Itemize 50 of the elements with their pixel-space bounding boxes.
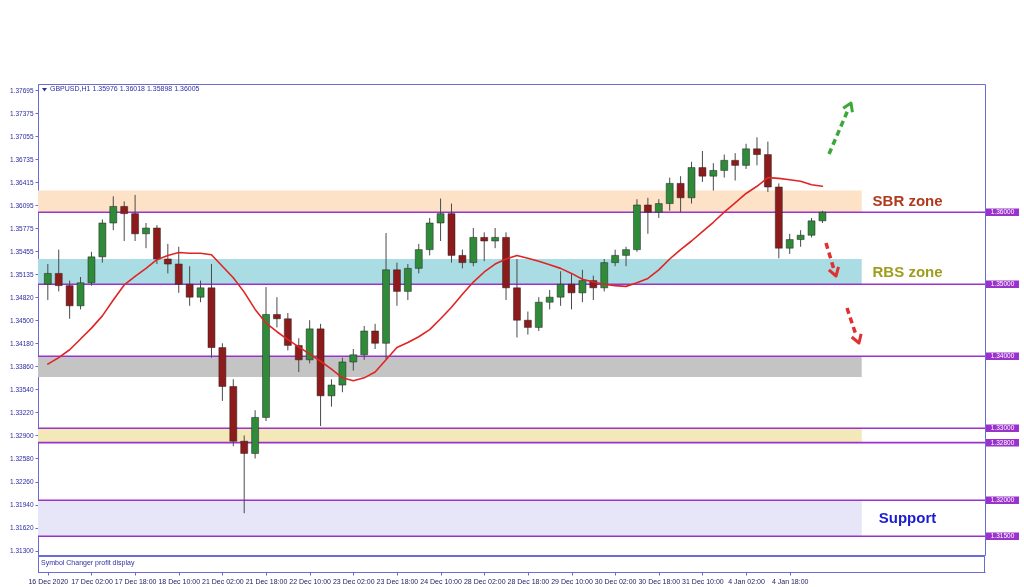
candlestick: [393, 262, 401, 307]
candlestick: [120, 200, 128, 242]
candlestick: [436, 198, 445, 242]
candlestick: [415, 243, 423, 274]
candlestick: [295, 337, 303, 373]
candlestick: [524, 311, 532, 336]
candlestick: [44, 263, 52, 301]
candlestick: [338, 357, 347, 393]
candlestick: [109, 195, 118, 231]
candlestick: [578, 269, 587, 303]
candlestick: [65, 280, 74, 320]
candlestick: [742, 143, 750, 170]
candlestick: [371, 323, 379, 350]
candlestick: [709, 162, 718, 192]
candlestick: [622, 246, 630, 267]
candlestick: [273, 296, 281, 328]
candlestick: [676, 175, 685, 213]
candlestick: [458, 249, 467, 269]
band-label: SBR zone: [872, 192, 943, 210]
band-label: Support: [878, 509, 937, 527]
candlestick: [807, 217, 816, 238]
candlestick: [164, 243, 172, 274]
candlestick: [556, 270, 565, 307]
candlestick: [567, 272, 576, 310]
candlestick: [360, 325, 368, 361]
candlestick: [240, 434, 248, 514]
candlestick: [491, 227, 499, 249]
candlestick: [545, 289, 554, 310]
line-series: [47, 176, 824, 382]
candlestick: [785, 233, 794, 255]
band-label: RBS zone: [872, 262, 943, 280]
candlestick: [731, 152, 739, 181]
candlestick: [655, 198, 663, 219]
candlestick: [753, 136, 761, 166]
candlestick: [665, 177, 674, 212]
candlestick: [185, 265, 194, 307]
candlestick: [611, 249, 619, 267]
candlestick: [174, 246, 183, 294]
candlestick: [131, 194, 139, 242]
candlestick: [480, 231, 488, 262]
candlestick: [54, 249, 63, 292]
candlestick: [698, 150, 707, 183]
candlestick: [404, 263, 412, 301]
candlestick: [142, 222, 150, 249]
candlestick: [327, 378, 336, 408]
candlestick: [644, 197, 652, 235]
candlestick: [349, 348, 358, 372]
candlestick: [720, 154, 728, 179]
candlestick: [76, 276, 85, 310]
candlestick: [196, 280, 205, 303]
